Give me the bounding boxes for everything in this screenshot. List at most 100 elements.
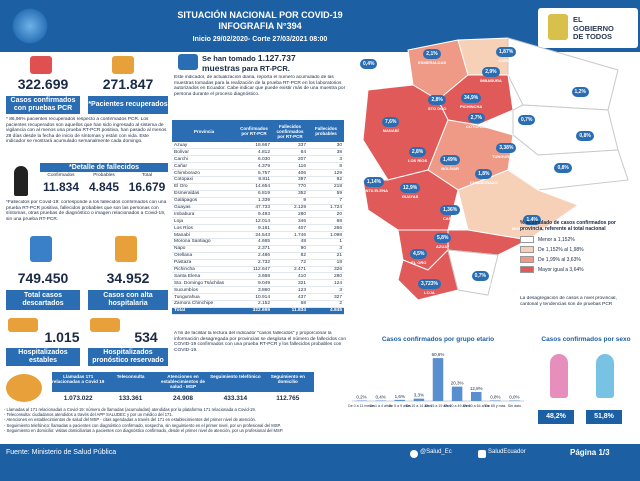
age-bar bbox=[509, 400, 520, 401]
legend-swatch bbox=[520, 236, 534, 243]
province-row: Carchi 6.030 207 3 bbox=[172, 155, 344, 164]
map-label-pct: 1,49% bbox=[440, 155, 461, 165]
total-cell: 4.845 bbox=[308, 307, 344, 315]
map-label-pct: 0,7% bbox=[471, 271, 489, 281]
bottom-table-header-cell: Seguimiento telefónico bbox=[210, 374, 261, 379]
age-bar-label: 1,6% bbox=[395, 394, 405, 399]
map-label-name: LOS RÍOS bbox=[408, 158, 428, 163]
cell-confirmed: 4.812 bbox=[236, 148, 272, 157]
discharge-person-icon bbox=[115, 236, 137, 262]
cell-province: Galápagos bbox=[172, 197, 236, 205]
cell-province: Bolívar bbox=[172, 148, 236, 157]
map-label-name: TUNGURAHUA bbox=[492, 154, 521, 159]
footer-bar: Fuente: Ministerio de Salud Pública @Sal… bbox=[0, 444, 640, 481]
bottom-table-value: 433.314 bbox=[223, 395, 248, 402]
bottom-table-header-cell: Teleconsulta bbox=[116, 374, 145, 379]
map-label-name: CAÑAR bbox=[442, 216, 458, 221]
sample-tube-icon bbox=[178, 54, 198, 70]
map-label: 2,9% IMBABURA bbox=[480, 60, 502, 83]
age-category-label: De 0 a 11 meses bbox=[348, 404, 375, 408]
age-bar bbox=[470, 391, 482, 401]
legend-row: Mayor igual a 3,64% bbox=[520, 266, 634, 273]
cell-deaths-confirmed: 9 bbox=[272, 197, 308, 205]
header-banner: SITUACIÓN NACIONAL POR COVID-19 INFOGRAF… bbox=[0, 0, 640, 52]
cell-province: Manabí bbox=[172, 231, 236, 239]
province-row: Cotopaxi 8.811 397 92 bbox=[172, 176, 344, 184]
cell-deaths-confirmed: 72 bbox=[272, 259, 308, 267]
province-row: Los Ríos 9.161 407 266 bbox=[172, 224, 344, 233]
map-label: 0,8% ORELLANA bbox=[574, 124, 596, 147]
note-line: - Atenciones en establecimientos de salu… bbox=[4, 417, 257, 423]
province-table: Provincia Confirmados por RT-PCR Falleci… bbox=[172, 120, 344, 315]
cell-deaths-probable: 20 bbox=[308, 210, 344, 219]
coat-of-arms-icon bbox=[548, 14, 568, 40]
deaths-confirmed-value: 11.834 bbox=[42, 180, 80, 194]
age-bar bbox=[451, 386, 463, 401]
map-note: La desagregación de casos a nivel provin… bbox=[520, 296, 617, 307]
tests-unit: muestras bbox=[202, 62, 240, 73]
cell-deaths-confirmed: 397 bbox=[272, 176, 308, 184]
total-cell: 322.699 bbox=[236, 307, 272, 315]
map-label: 0,4% GALÁPAGOS bbox=[356, 52, 381, 75]
map-label-name: ESMERALDAS bbox=[418, 60, 447, 65]
hosp-reserved-value: 534 bbox=[134, 329, 158, 345]
age-bar-label: 20,3% bbox=[451, 381, 464, 386]
map-label-name: PICHINCHA bbox=[460, 104, 483, 109]
discharged-value: 34.952 bbox=[106, 270, 150, 286]
map-label-pct: 12,9% bbox=[400, 183, 421, 193]
cell-deaths-confirmed: 82 bbox=[272, 252, 308, 260]
age-bar-label: 0,2% bbox=[356, 395, 366, 400]
province-row: Orellana 2.486 82 21 bbox=[172, 252, 344, 260]
facebook-icon[interactable] bbox=[478, 450, 486, 458]
footer-facebook[interactable]: SaludEcuador bbox=[488, 449, 526, 455]
cell-province: Azuay bbox=[172, 142, 236, 150]
cell-confirmed: 6.030 bbox=[236, 155, 272, 164]
cell-confirmed: 6.819 bbox=[236, 190, 272, 198]
map-label-name: BOLÍVAR bbox=[441, 166, 459, 171]
cell-province: Imbabura bbox=[172, 210, 236, 219]
footer-source: Fuente: Ministerio de Salud Pública bbox=[6, 449, 117, 456]
province-row: El Oro 14.654 770 218 bbox=[172, 183, 344, 191]
province-row: Santa Elena 3.668 410 280 bbox=[172, 272, 344, 281]
map-label: 1,36% CAÑAR bbox=[440, 198, 461, 221]
header-deaths-probable: Fallecidos probables bbox=[308, 120, 344, 142]
province-row: Tungurahua 10.914 437 327 bbox=[172, 293, 344, 301]
cell-province: Tungurahua bbox=[172, 293, 236, 301]
cell-deaths-probable: 3 bbox=[308, 245, 344, 253]
cell-province: Orellana bbox=[172, 252, 236, 260]
province-row: Bolívar 4.812 84 38 bbox=[172, 148, 344, 157]
map-label-pct: 5,8% bbox=[434, 233, 452, 243]
age-category-label: De 1 a 4 años bbox=[369, 404, 392, 408]
cell-province: Loja bbox=[172, 217, 236, 226]
cell-deaths-confirmed: 321 bbox=[272, 279, 308, 288]
province-row: Azuay 18.667 337 30 bbox=[172, 142, 344, 150]
cell-deaths-probable: 8 bbox=[308, 162, 344, 171]
map-label-name: STO DGO bbox=[428, 106, 447, 111]
map-label-pct: 0,7% bbox=[518, 115, 536, 125]
twitter-icon[interactable] bbox=[410, 450, 418, 458]
map-label: 0,7% NAPO bbox=[518, 108, 536, 131]
map-label-pct: 3,723% bbox=[418, 279, 441, 289]
map-label-name: AZUAY bbox=[435, 244, 450, 249]
map-label-pct: 4,5% bbox=[410, 249, 428, 259]
map-label-name: SUCUMBÍOS bbox=[568, 98, 593, 103]
cell-deaths-probable: 7 bbox=[308, 197, 344, 205]
page-number: Página 1/3 bbox=[570, 448, 610, 457]
map-label-name: EL ORO bbox=[411, 260, 427, 265]
age-bar bbox=[432, 358, 444, 401]
footer-twitter[interactable]: @Salud_Ec bbox=[420, 449, 452, 455]
male-icon bbox=[596, 354, 614, 398]
map-label-pct: 0,8% bbox=[576, 131, 594, 141]
cell-confirmed: 3.668 bbox=[236, 272, 272, 281]
hospital-bed-icon bbox=[8, 318, 38, 332]
age-category-label: De 10 a 14 años bbox=[406, 404, 433, 408]
legend-row: De 1,99% al 3,63% bbox=[520, 256, 634, 263]
province-row: Galápagos 1.339 9 7 bbox=[172, 197, 344, 205]
map-legend: % acumulado de casos confirmados por pro… bbox=[520, 220, 634, 276]
age-chart: Casos confirmados por grupo etario 0,2% D… bbox=[348, 336, 528, 428]
deaths-total-value: 16.679 bbox=[128, 180, 166, 194]
cell-deaths-confirmed: 2.471 bbox=[272, 266, 308, 274]
bottom-table-header-cell: Atenciones en establecimientos de salud … bbox=[161, 374, 205, 389]
legend-text: De 1,152% al 1,98% bbox=[538, 246, 584, 253]
cell-deaths-probable: 38 bbox=[308, 148, 344, 157]
